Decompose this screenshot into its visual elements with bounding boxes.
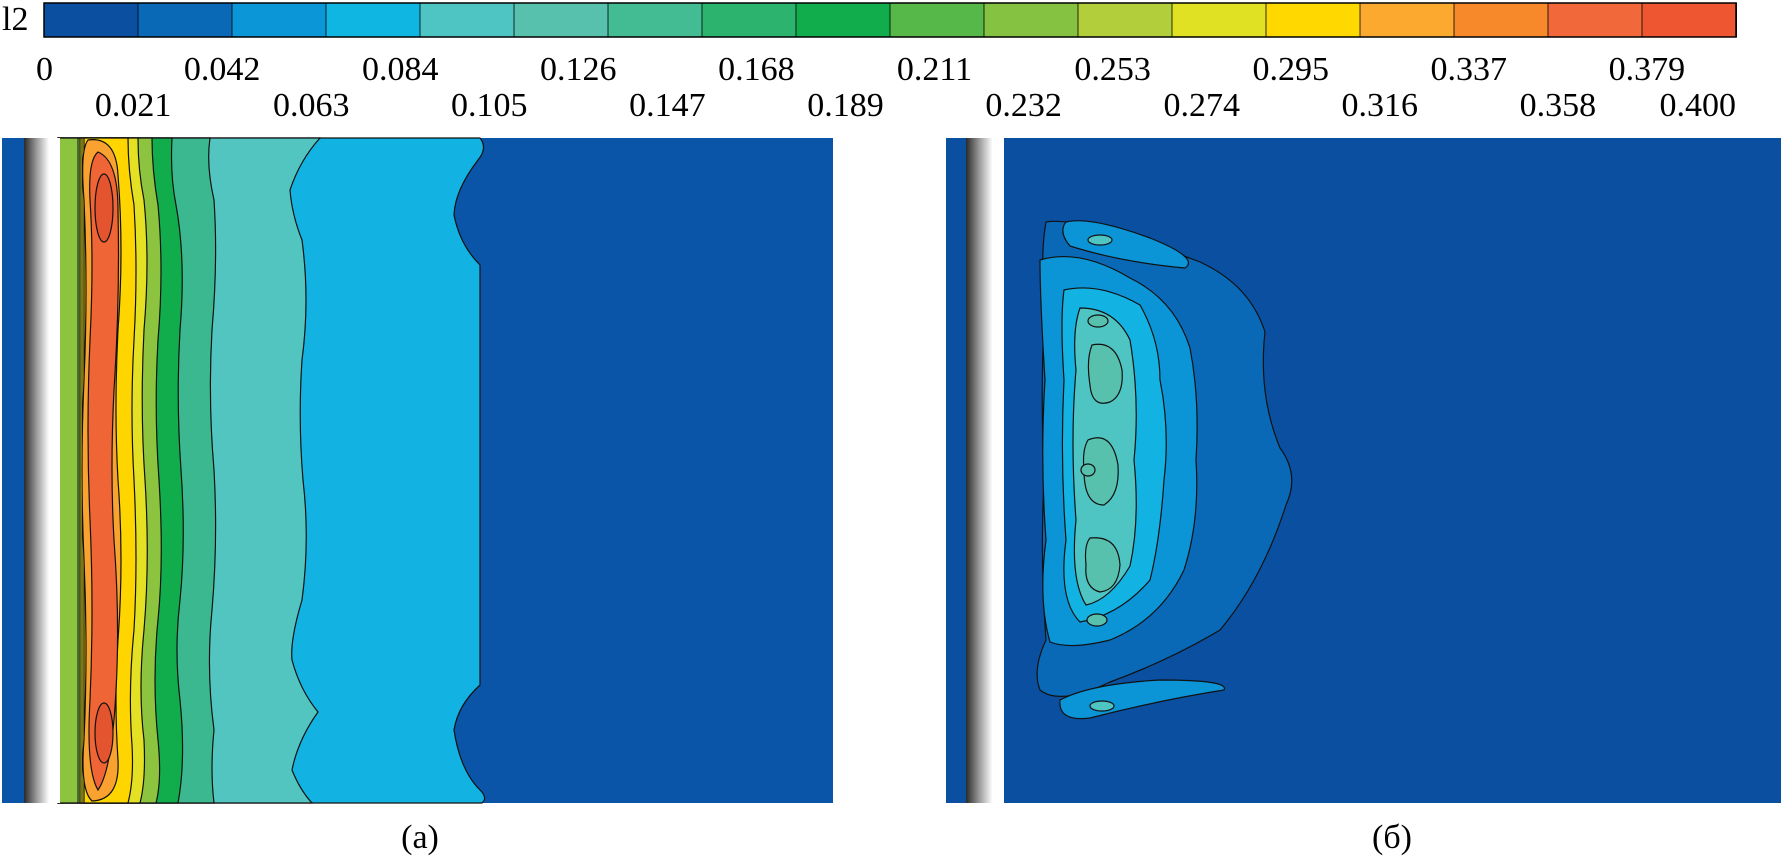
- panel-a-peak-bottom: [94, 702, 114, 764]
- colorbar-tick-label: 0.063: [273, 87, 350, 124]
- colorbar-tick-label: 0.358: [1520, 87, 1597, 124]
- colorbar-cell: [1641, 2, 1737, 38]
- panel-b-peak-upper-core: [1087, 314, 1109, 328]
- colorbar-cell: [419, 2, 515, 38]
- colorbar-tick-label: 0.084: [362, 51, 439, 88]
- colorbar-cell: [137, 2, 233, 38]
- colorbar-tick-label: 0.379: [1609, 51, 1686, 88]
- colorbar-tick-label: 0.211: [897, 51, 972, 88]
- panel-a: (а): [2, 137, 833, 856]
- panel-a-wall: [24, 138, 60, 803]
- colorbar-cell: [325, 2, 421, 38]
- colorbar-cells: [43, 2, 1737, 38]
- colorbar-cell: [983, 2, 1079, 38]
- colorbar-tick-label: 0.232: [985, 87, 1062, 124]
- colorbar-tick-label: 0.147: [629, 87, 706, 124]
- colorbar-tick-label: 0.274: [1163, 87, 1240, 124]
- panel-a-peak-top: [94, 173, 114, 243]
- colorbar-variable-label: l2: [2, 1, 28, 38]
- colorbar-cell: [1171, 2, 1267, 38]
- colorbar: l2 0 0.042 0.084 0.126 0.168 0.211 0.253 0.295 0…: [2, 1, 1737, 124]
- colorbar-cell: [701, 2, 797, 38]
- colorbar-cell: [795, 2, 891, 38]
- panel-b-contour-level-2-top: [1062, 220, 1190, 269]
- panel-b-peak-upper: [1087, 343, 1123, 404]
- panel-b-peak-middle-core: [1080, 463, 1096, 477]
- colorbar-tick-label: 0.168: [718, 51, 795, 88]
- colorbar-tick-label: 0.105: [451, 87, 528, 124]
- colorbar-cell: [513, 2, 609, 38]
- panel-b-caption: (б): [1372, 819, 1412, 856]
- colorbar-tick-label: 0.337: [1431, 51, 1508, 88]
- colorbar-tick-label: 0.126: [540, 51, 617, 88]
- colorbar-tick-label: 0.316: [1342, 87, 1419, 124]
- colorbar-cell: [231, 2, 327, 38]
- panel-b-peak-middle: [1082, 437, 1119, 506]
- colorbar-frame: [43, 2, 1737, 38]
- colorbar-cell: [43, 2, 139, 38]
- panel-a-caption: (а): [401, 819, 439, 856]
- colorbar-tick-label: 0.021: [95, 87, 172, 124]
- colorbar-cell: [1265, 2, 1361, 38]
- panel-b-peak-top-core: [1087, 234, 1113, 246]
- colorbar-cell: [607, 2, 703, 38]
- colorbar-cell: [1359, 2, 1455, 38]
- panel-b-peak-lower: [1084, 537, 1121, 593]
- colorbar-tick-label: 0.042: [184, 51, 261, 88]
- colorbar-cell: [1077, 2, 1173, 38]
- colorbar-tick-labels: 0 0.042 0.084 0.126 0.168 0.211 0.253 0.295 0.33…: [36, 51, 1736, 124]
- colorbar-cell: [889, 2, 985, 38]
- colorbar-tick-label: 0.295: [1252, 51, 1329, 88]
- colorbar-tick-label: 0: [36, 51, 53, 88]
- colorbar-cell: [1453, 2, 1549, 38]
- colorbar-tick-label: 0.400: [1660, 87, 1737, 124]
- colorbar-tick-label: 0.253: [1074, 51, 1151, 88]
- panel-a-contour-red-orange: [87, 151, 120, 792]
- panel-b: (б): [946, 138, 1781, 856]
- colorbar-tick-label: 0.189: [807, 87, 884, 124]
- colorbar-cell: [1547, 2, 1643, 38]
- panel-b-wall: [966, 138, 1004, 803]
- panel-b-peak-bottom-core: [1089, 700, 1115, 712]
- panel-b-peak-lower-core: [1086, 613, 1108, 627]
